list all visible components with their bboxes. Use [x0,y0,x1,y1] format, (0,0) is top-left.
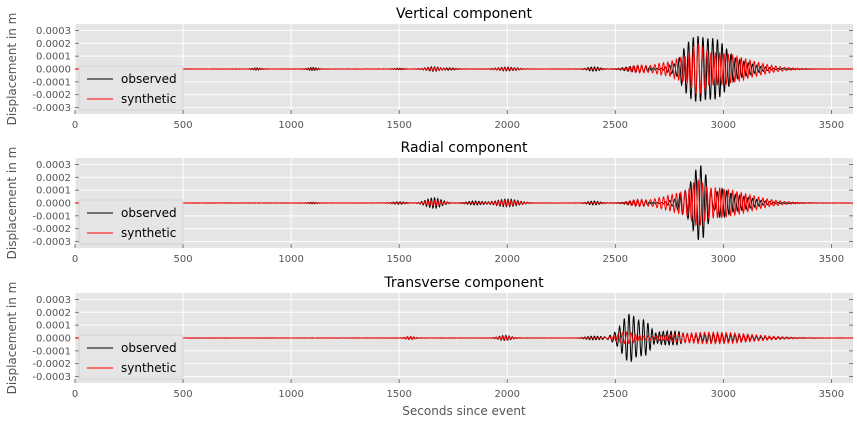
x-tick-label: 2000 [494,254,519,265]
x-tick-label: 500 [174,389,193,400]
legend-entry-observed: observed [121,72,177,86]
y-tick-label: 0.0003 [36,160,71,171]
chart-title: Vertical component [396,6,533,22]
x-tick-label: 1000 [278,389,303,400]
y-tick-label: -0.0003 [32,103,71,114]
x-tick-label: 2000 [494,120,519,131]
x-axis-label: Seconds since event [402,404,526,418]
x-tick-label: 3500 [819,254,844,265]
y-tick-label: 0.0001 [36,186,71,197]
x-tick-label: 2500 [603,120,628,131]
legend-entry-synthetic: synthetic [121,92,176,106]
series-line-synthetic [75,179,853,226]
y-axis-label: Displacement in m [5,13,19,126]
y-tick-label: -0.0001 [32,77,71,88]
legend-entry-synthetic: synthetic [121,361,176,375]
x-tick-label: 500 [174,120,193,131]
x-tick-label: 3500 [819,120,844,131]
y-axis-label: Displacement in m [5,147,19,260]
y-tick-label: 0.0002 [36,39,71,50]
y-tick-label: -0.0002 [32,90,71,101]
x-tick-label: 2500 [603,389,628,400]
x-tick-label: 3000 [711,120,736,131]
y-tick-label: 0.0000 [36,199,71,210]
y-tick-label: -0.0003 [32,237,71,248]
legend: observed synthetic [78,65,184,111]
y-tick-label: -0.0001 [32,211,71,222]
y-tick-label: 0.0001 [36,52,71,63]
x-tick-label: 2500 [603,254,628,265]
y-tick-label: 0.0000 [36,65,71,76]
chart-title: Radial component [401,140,528,156]
legend: observed synthetic [78,334,184,380]
legend-entry-synthetic: synthetic [121,226,176,240]
x-tick-label: 0 [72,389,78,400]
series-line-synthetic [75,43,853,95]
x-tick-label: 1500 [386,120,411,131]
x-tick-label: 1500 [386,254,411,265]
y-tick-label: 0.0001 [36,321,71,332]
chart-panel-1: 0 500 1000 1500 2000 2500 3000 3500 -0.0003 -0.00… [5,140,853,265]
chart-panel-0: 0 500 1000 1500 2000 2500 3000 3500 -0.0003 -0.00… [5,6,853,131]
y-tick-label: -0.0001 [32,346,71,357]
legend: observed synthetic [78,199,184,245]
y-tick-label: -0.0002 [32,224,71,235]
x-tick-label: 1000 [278,254,303,265]
x-tick-label: 3000 [711,389,736,400]
y-tick-label: 0.0003 [36,26,71,37]
y-tick-label: 0.0002 [36,173,71,184]
y-tick-label: 0.0003 [36,295,71,306]
x-tick-label: 1000 [278,120,303,131]
x-tick-label: 0 [72,254,78,265]
y-tick-label: -0.0002 [32,359,71,370]
y-axis-label: Displacement in m [5,282,19,395]
series-line-synthetic [75,330,853,345]
x-tick-label: 0 [72,120,78,131]
x-tick-label: 500 [174,254,193,265]
x-tick-label: 2000 [494,389,519,400]
y-tick-label: -0.0003 [32,372,71,383]
legend-entry-observed: observed [121,206,177,220]
y-tick-label: 0.0002 [36,308,71,319]
y-tick-label: 0.0000 [36,334,71,345]
chart-title: Transverse component [383,275,544,291]
x-tick-label: 1500 [386,389,411,400]
chart-panel-2: 0 500 1000 1500 2000 2500 3000 3500 -0.0003 -0.00… [5,275,853,418]
x-tick-label: 3500 [819,389,844,400]
legend-entry-observed: observed [121,341,177,355]
x-tick-label: 3000 [711,254,736,265]
